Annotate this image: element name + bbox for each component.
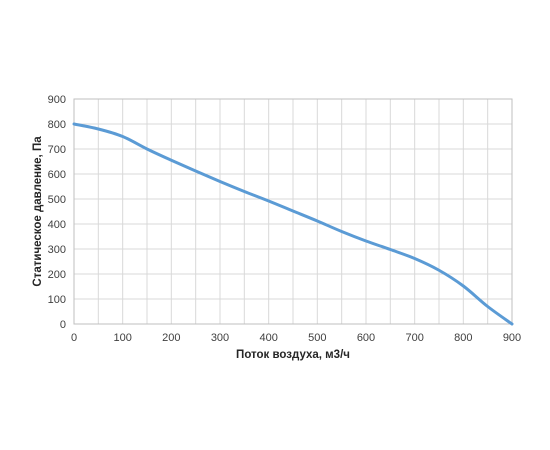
- x-tick-label: 400: [259, 332, 277, 344]
- y-tick-label: 600: [48, 169, 66, 181]
- series-line: [72, 122, 514, 326]
- x-tick-label: 900: [503, 332, 521, 344]
- y-tick-label: 900: [48, 94, 66, 106]
- y-tick-label: 0: [60, 319, 66, 331]
- x-tick-label: 800: [454, 332, 472, 344]
- y-tick-label: 400: [48, 219, 66, 231]
- y-tick-label: 300: [48, 244, 66, 256]
- series-layer: [72, 122, 514, 326]
- x-tick-label: 200: [162, 332, 180, 344]
- y-axis-ticks: 0 100 200 300 400 500 600 700 800 900: [48, 94, 66, 331]
- y-tick-label: 700: [48, 144, 66, 156]
- x-axis-label: Поток воздуха, м3/ч: [236, 349, 350, 361]
- x-tick-label: 100: [113, 332, 131, 344]
- x-axis-ticks: 0 100 200 300 400 500 600 700 800 900: [71, 332, 521, 344]
- y-tick-label: 500: [48, 194, 66, 206]
- x-tick-label: 300: [211, 332, 229, 344]
- y-tick-label: 800: [48, 119, 66, 131]
- y-tick-label: 100: [48, 294, 66, 306]
- x-tick-label: 0: [71, 332, 77, 344]
- y-axis-label: Статическое давление, Па: [32, 136, 44, 287]
- x-tick-label: 600: [357, 332, 375, 344]
- plot-area: [73, 98, 513, 325]
- x-tick-label: 500: [308, 332, 326, 344]
- y-tick-label: 200: [48, 269, 66, 281]
- x-tick-label: 700: [405, 332, 423, 344]
